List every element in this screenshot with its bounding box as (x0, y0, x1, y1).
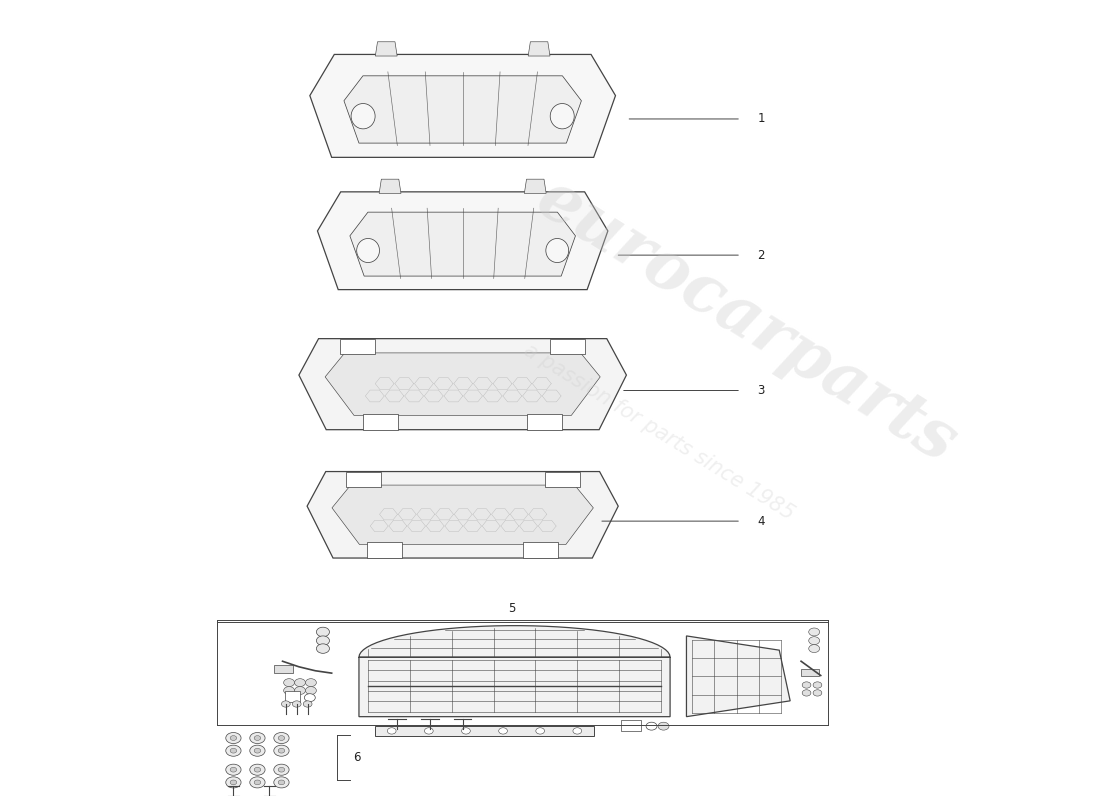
Polygon shape (307, 471, 618, 558)
Circle shape (498, 728, 507, 734)
Bar (363, 414, 398, 430)
Circle shape (226, 733, 241, 743)
Circle shape (284, 686, 295, 694)
Circle shape (282, 701, 290, 707)
Circle shape (274, 764, 289, 775)
Circle shape (305, 694, 316, 702)
Bar (375, 726, 594, 736)
Ellipse shape (356, 238, 380, 262)
Circle shape (278, 748, 285, 753)
Circle shape (278, 780, 285, 785)
Polygon shape (686, 636, 790, 717)
Circle shape (250, 777, 265, 788)
Polygon shape (359, 626, 670, 717)
Circle shape (462, 728, 471, 734)
Polygon shape (326, 353, 601, 415)
Polygon shape (310, 54, 616, 158)
Circle shape (646, 722, 657, 730)
Circle shape (254, 736, 261, 741)
Text: eurocarparts: eurocarparts (525, 166, 968, 476)
Bar (621, 720, 640, 731)
Circle shape (274, 745, 289, 756)
Circle shape (284, 678, 295, 686)
Circle shape (658, 722, 669, 730)
Bar (285, 691, 300, 702)
Circle shape (425, 728, 433, 734)
Polygon shape (299, 338, 626, 430)
Circle shape (813, 690, 822, 696)
Circle shape (295, 678, 306, 686)
Ellipse shape (550, 103, 574, 129)
Bar (527, 414, 562, 430)
Ellipse shape (546, 238, 569, 262)
Text: 5: 5 (508, 602, 516, 615)
Polygon shape (379, 179, 401, 194)
Bar (340, 338, 375, 354)
Circle shape (226, 745, 241, 756)
Text: 2: 2 (758, 249, 764, 262)
Circle shape (226, 777, 241, 788)
Circle shape (573, 728, 582, 734)
Text: 3: 3 (758, 384, 764, 397)
Circle shape (254, 748, 261, 753)
Circle shape (226, 764, 241, 775)
Bar (801, 669, 818, 675)
Circle shape (293, 701, 301, 707)
Circle shape (808, 637, 820, 645)
Ellipse shape (351, 103, 375, 129)
Circle shape (278, 767, 285, 772)
Circle shape (802, 690, 811, 696)
Circle shape (387, 728, 396, 734)
Circle shape (295, 686, 306, 694)
Circle shape (254, 780, 261, 785)
Circle shape (278, 736, 285, 741)
Circle shape (536, 728, 544, 734)
Circle shape (813, 682, 822, 688)
Polygon shape (525, 179, 547, 194)
Bar (274, 666, 294, 673)
Bar (544, 471, 580, 487)
Text: 4: 4 (758, 514, 764, 528)
Circle shape (254, 767, 261, 772)
Text: 1: 1 (758, 113, 764, 126)
Circle shape (230, 736, 236, 741)
Circle shape (306, 686, 317, 694)
Polygon shape (332, 485, 593, 545)
Circle shape (230, 780, 236, 785)
Circle shape (808, 645, 820, 653)
Circle shape (317, 636, 330, 646)
Circle shape (274, 777, 289, 788)
Circle shape (808, 628, 820, 636)
Polygon shape (375, 42, 397, 56)
Polygon shape (350, 212, 575, 276)
Circle shape (250, 764, 265, 775)
Circle shape (250, 745, 265, 756)
Circle shape (230, 767, 236, 772)
Circle shape (306, 678, 317, 686)
Polygon shape (528, 42, 550, 56)
Circle shape (317, 627, 330, 637)
Bar (550, 338, 585, 354)
Bar (367, 542, 403, 558)
Text: 6: 6 (353, 751, 361, 764)
Bar (345, 471, 381, 487)
Circle shape (230, 748, 236, 753)
Polygon shape (344, 76, 582, 143)
Circle shape (304, 701, 312, 707)
Circle shape (274, 733, 289, 743)
Polygon shape (318, 192, 608, 290)
Text: a passion for parts since 1985: a passion for parts since 1985 (520, 340, 798, 524)
Circle shape (802, 682, 811, 688)
Circle shape (317, 644, 330, 654)
Circle shape (250, 733, 265, 743)
Bar (522, 542, 558, 558)
